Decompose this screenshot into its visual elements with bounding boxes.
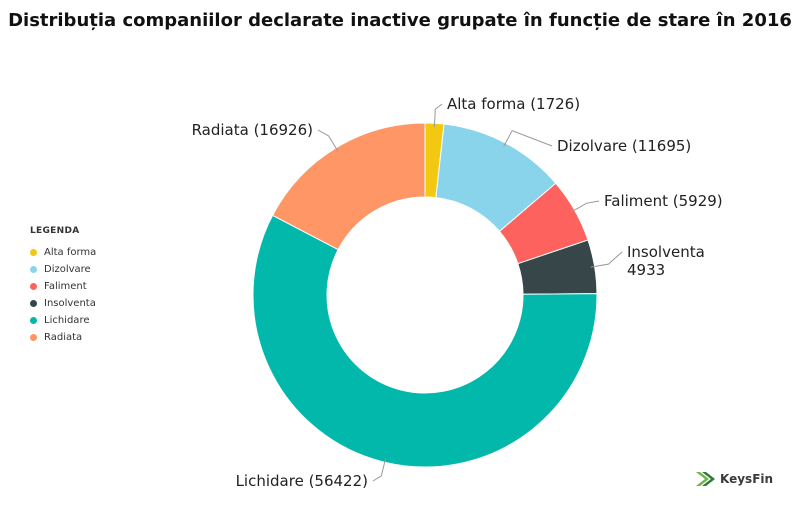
leader-line <box>590 251 623 268</box>
legend-label: Dizolvare <box>44 264 91 275</box>
data-label: Dizolvare (11695) <box>557 137 691 155</box>
legend-label: Alta forma <box>44 247 97 258</box>
legend-item-radiata[interactable]: Radiata <box>30 329 96 346</box>
leader-line <box>372 458 387 482</box>
keysfin-logo: KeysFin <box>694 470 773 488</box>
legend-label: Insolventa <box>44 298 96 309</box>
donut-slice-radiata[interactable] <box>271 122 426 251</box>
keysfin-logo-icon <box>696 472 715 486</box>
legend-dot <box>30 317 37 324</box>
legend-item-insolventa[interactable]: Insolventa <box>30 295 96 312</box>
legend-dot <box>30 334 37 341</box>
data-label: Lichidare (56422) <box>236 472 368 490</box>
legend-item-lichidare[interactable]: Lichidare <box>30 312 96 329</box>
legend-label: Faliment <box>44 281 87 292</box>
legend-dot <box>30 266 37 273</box>
legend-dot <box>30 300 37 307</box>
data-label: Radiata (16926) <box>192 121 313 139</box>
leader-line <box>317 129 339 152</box>
leader-line <box>570 200 600 213</box>
legend-item-dizolvare[interactable]: Dizolvare <box>30 261 96 278</box>
legend-dot <box>30 283 37 290</box>
logo-text: KeysFin <box>720 472 774 486</box>
legend-item-alta-forma[interactable]: Alta forma <box>30 244 96 261</box>
data-label: Faliment (5929) <box>604 192 723 210</box>
leader-line <box>503 130 553 147</box>
legend-label: Radiata <box>44 332 83 343</box>
legend-label: Lichidare <box>44 315 90 326</box>
chart-title: Distribuția companiilor declarate inacti… <box>8 10 792 31</box>
data-label: Alta forma (1726) <box>447 95 580 113</box>
legend-item-faliment[interactable]: Faliment <box>30 278 96 295</box>
legend-dot <box>30 249 37 256</box>
legend: LEGENDA Alta forma Dizolvare Faliment In… <box>30 226 96 346</box>
leader-line <box>433 103 443 128</box>
data-label: Insolventa <box>627 243 705 261</box>
data-label: 4933 <box>627 261 665 279</box>
legend-title: LEGENDA <box>30 226 80 236</box>
donut-slice-lichidare[interactable] <box>252 214 598 468</box>
